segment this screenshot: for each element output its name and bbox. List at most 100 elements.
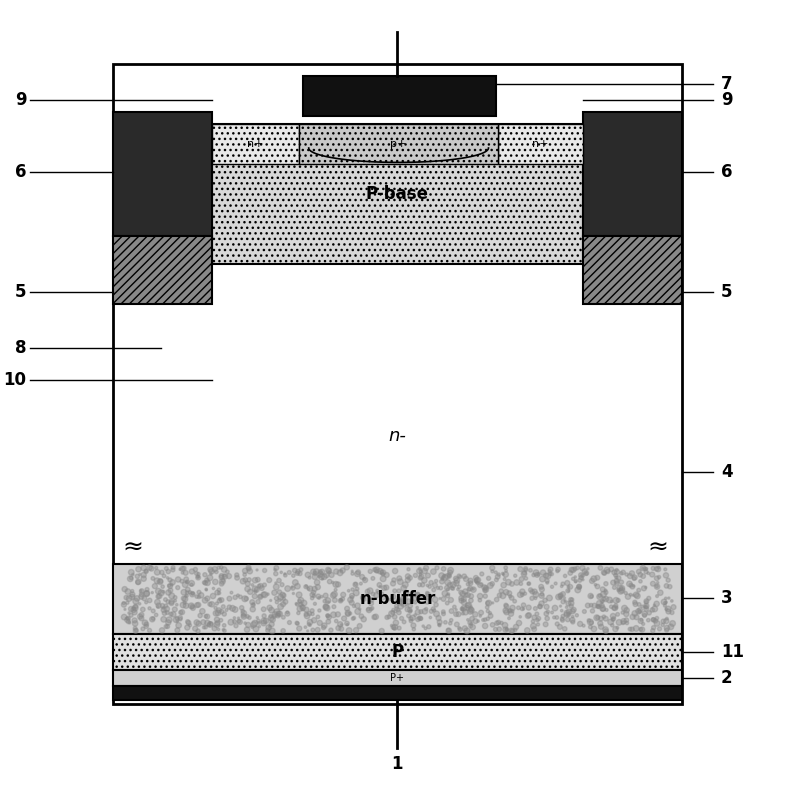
Point: [118, 582, 131, 595]
Point: [464, 582, 477, 595]
Point: [164, 574, 177, 586]
Point: [464, 619, 477, 632]
Point: [452, 608, 465, 621]
Point: [234, 615, 246, 628]
Point: [642, 567, 654, 580]
Point: [560, 601, 573, 614]
Point: [445, 605, 458, 618]
Point: [180, 590, 193, 602]
Point: [149, 580, 162, 593]
Point: [392, 595, 405, 608]
Point: [653, 570, 666, 583]
Point: [435, 570, 448, 582]
Point: [318, 594, 331, 607]
Point: [519, 562, 532, 575]
Point: [498, 573, 511, 586]
Point: [584, 621, 597, 634]
Point: [190, 590, 203, 603]
Point: [162, 595, 174, 608]
Point: [350, 624, 362, 637]
Point: [562, 597, 574, 610]
Point: [166, 576, 179, 589]
Point: [291, 580, 304, 593]
Point: [140, 587, 153, 600]
Point: [192, 598, 205, 611]
Point: [486, 597, 499, 610]
Point: [642, 606, 655, 619]
Point: [456, 602, 469, 615]
Point: [121, 596, 134, 609]
Point: [660, 602, 673, 615]
Point: [522, 578, 535, 590]
Point: [506, 591, 518, 604]
Point: [161, 620, 174, 633]
Point: [186, 602, 199, 614]
Point: [530, 566, 542, 579]
Point: [650, 598, 663, 610]
Point: [661, 622, 674, 634]
Point: [639, 562, 652, 575]
Point: [218, 570, 230, 582]
Point: [397, 593, 410, 606]
Point: [535, 597, 548, 610]
Point: [609, 602, 622, 614]
Point: [253, 617, 266, 630]
Point: [443, 570, 456, 582]
Point: [312, 590, 325, 602]
Point: [458, 622, 471, 634]
Point: [131, 570, 144, 582]
Point: [550, 577, 562, 590]
Point: [584, 616, 597, 629]
Point: [287, 587, 300, 600]
Point: [624, 588, 637, 601]
Point: [405, 614, 418, 627]
Point: [287, 569, 300, 582]
Point: [322, 615, 334, 628]
Point: [626, 610, 639, 623]
Point: [141, 583, 154, 596]
Point: [346, 589, 358, 602]
Point: [313, 570, 326, 582]
Point: [421, 595, 434, 608]
Point: [550, 611, 563, 624]
Point: [412, 588, 425, 601]
Point: [192, 571, 205, 584]
Point: [146, 613, 158, 626]
Point: [268, 586, 281, 599]
Point: [420, 602, 433, 615]
Point: [554, 589, 567, 602]
Point: [138, 562, 150, 574]
Point: [310, 565, 322, 578]
Point: [474, 606, 487, 619]
Point: [134, 598, 146, 610]
Point: [456, 603, 469, 616]
Point: [554, 591, 567, 604]
Point: [503, 587, 516, 600]
Point: [180, 576, 193, 589]
Point: [591, 580, 604, 593]
Point: [610, 599, 622, 612]
Point: [264, 610, 277, 622]
Point: [314, 566, 326, 578]
Point: [334, 594, 347, 607]
Point: [528, 611, 541, 624]
Point: [465, 618, 478, 630]
Point: [450, 572, 462, 585]
Point: [434, 616, 446, 629]
Point: [647, 614, 660, 626]
Point: [262, 588, 274, 601]
Point: [524, 583, 537, 596]
Point: [620, 608, 633, 621]
Point: [127, 603, 140, 616]
Point: [436, 573, 449, 586]
Point: [205, 618, 218, 630]
Point: [564, 581, 577, 594]
Point: [496, 567, 509, 580]
Point: [170, 614, 182, 626]
Point: [258, 603, 270, 616]
Text: 2: 2: [721, 670, 733, 687]
Point: [424, 611, 437, 624]
Point: [591, 571, 604, 584]
Point: [328, 588, 341, 601]
Point: [278, 567, 291, 580]
